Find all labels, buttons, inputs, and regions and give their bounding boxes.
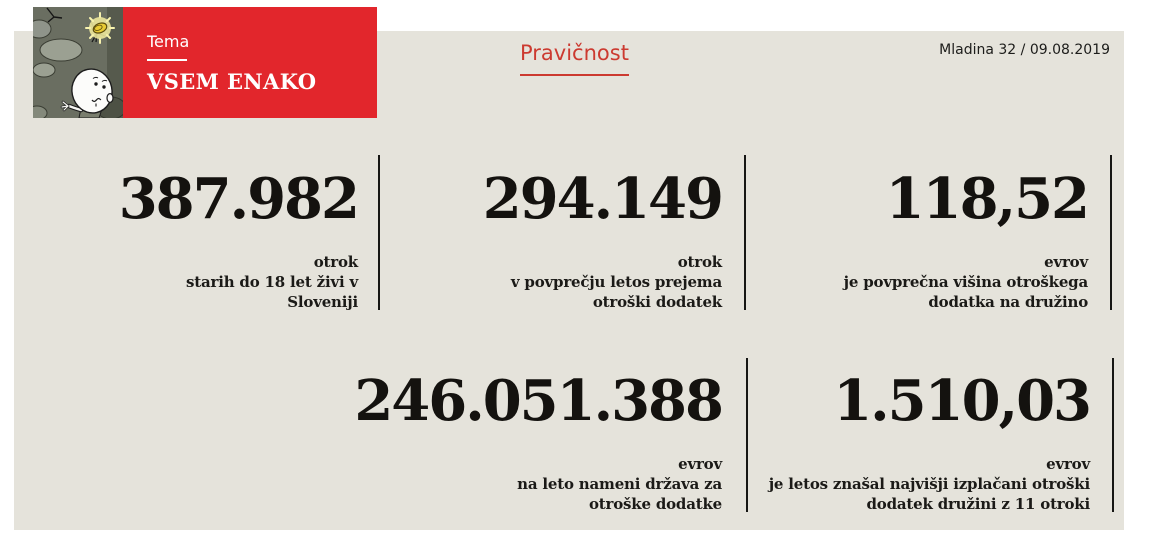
stat-label: evrov je povprečna višina otroškega doda… <box>843 253 1089 311</box>
topic-box: Tema VSEM ENAKO <box>123 7 377 118</box>
stat-value: 1.510,03 <box>833 368 1092 434</box>
topic-title: VSEM ENAKO <box>147 69 317 94</box>
divider <box>1110 155 1112 310</box>
stat-state-annual-spending: 246.051.388 evrov na leto nameni država … <box>310 368 724 514</box>
stat-average-allowance: 118,52 evrov je povprečna višina otroške… <box>788 166 1090 312</box>
stat-value: 387.982 <box>118 166 360 232</box>
issue-info: Mladina 32 / 09.08.2019 <box>939 42 1110 58</box>
divider <box>746 358 748 512</box>
divider <box>1112 358 1114 512</box>
stat-highest-paid-allowance: 1.510,03 evrov je letos znašal najvišji … <box>760 368 1092 514</box>
stat-label: otrok starih do 18 let živi v Sloveniji <box>186 253 358 311</box>
topic-kicker: Tema <box>147 32 190 51</box>
stat-value: 118,52 <box>885 166 1090 232</box>
stat-children-receiving-allowance: 294.149 otrok v povprečju letos prejema … <box>420 166 724 312</box>
stat-label: evrov je letos znašal najvišji izplačani… <box>768 455 1091 513</box>
stat-value: 294.149 <box>482 166 724 232</box>
divider <box>378 155 380 310</box>
child-coin-illustration <box>33 7 123 118</box>
kicker-rule <box>147 59 187 61</box>
stat-children-in-slovenia: 387.982 otrok starih do 18 let živi v Sl… <box>60 166 360 312</box>
section-title: Pravičnost <box>520 41 629 76</box>
divider <box>744 155 746 310</box>
stat-value: 246.051.388 <box>354 368 724 434</box>
stat-label: otrok v povprečju letos prejema otroški … <box>510 253 722 311</box>
stat-label: evrov na leto nameni država za otroške d… <box>517 455 722 513</box>
